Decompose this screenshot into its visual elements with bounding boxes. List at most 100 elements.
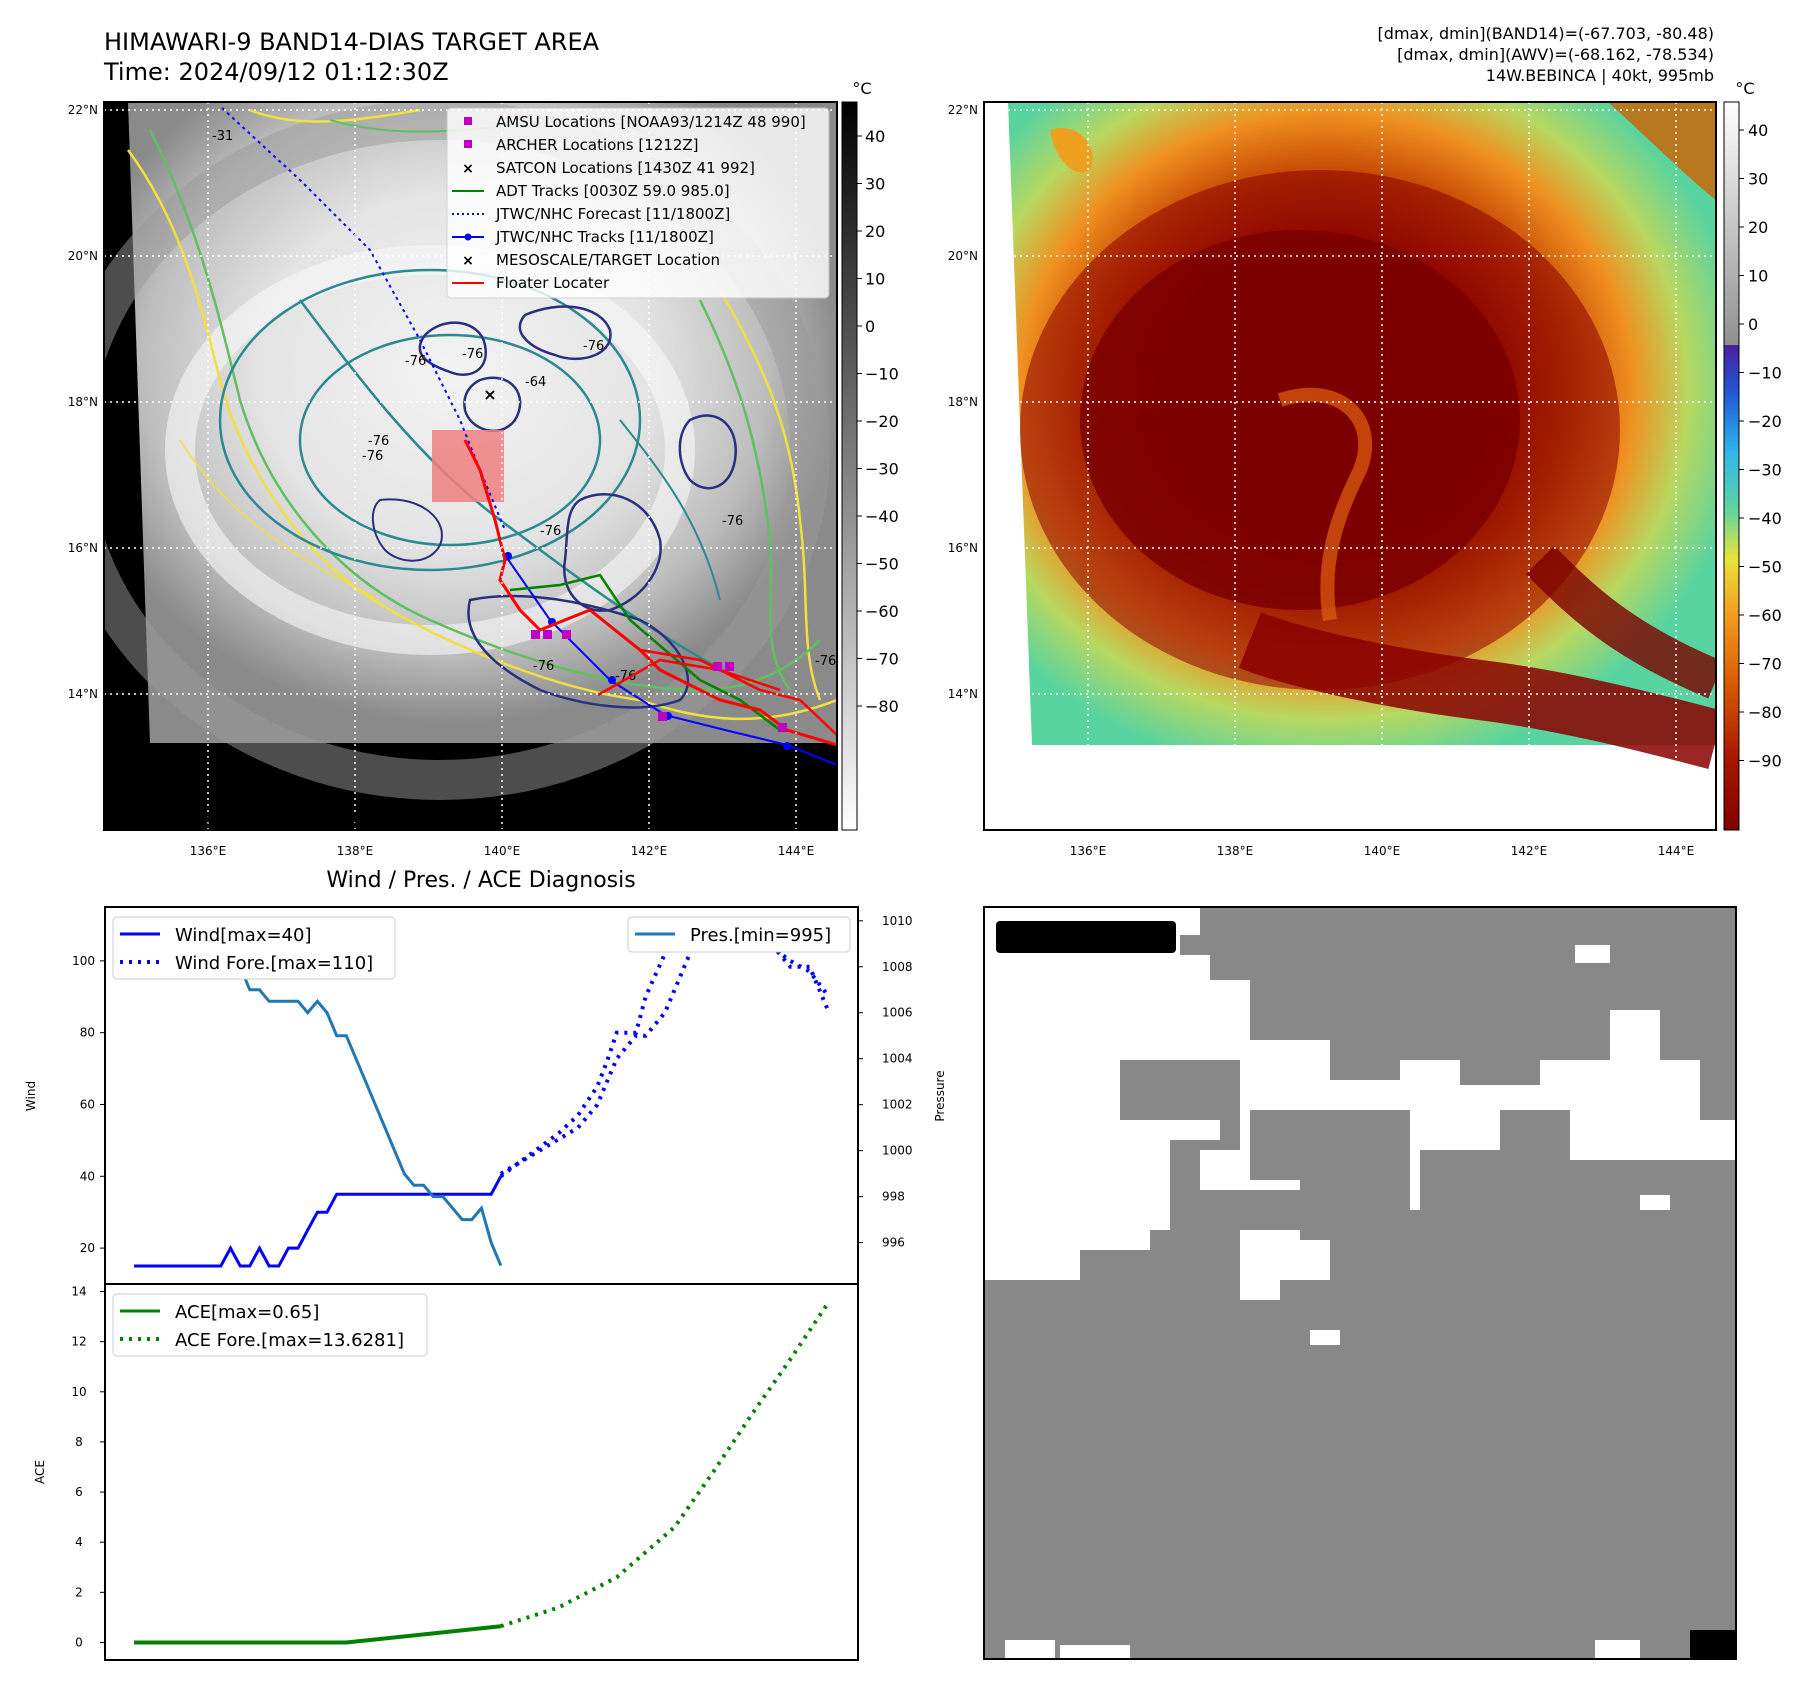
wmg-black-patch [1690,1630,1736,1660]
awv-lon-label: 136°E [1070,844,1107,858]
ace-axis-tick-label: 0 [75,1635,83,1649]
ir-colorbar-tick-label: −20 [865,412,899,431]
awv-colorbar-tick-label: 20 [1748,218,1768,237]
awv-lon-label: 140°E [1364,844,1401,858]
contour-label: -76 [405,354,426,369]
series-line-wind-fore-max- [499,922,831,1178]
legend-target: MESOSCALE/TARGET Location [496,251,720,269]
awv-colorbar-tick-label: −90 [1748,752,1782,771]
ir-colorbar-tick-label: −30 [865,460,899,479]
ace-axis-tick-label: 12 [71,1335,86,1349]
figure-time: Time: 2024/09/12 01:12:30Z [103,58,449,86]
series-line-ace-max- [134,1624,502,1645]
wind-axis-tick-label: 100 [72,954,95,968]
legend-ace: ACE[max=0.65] [175,1302,319,1323]
mesoscale-target-marker: × [483,385,496,404]
wmg-cloud-region [984,1060,1736,1660]
jtwc-forecast-track [221,107,506,531]
pressure-axis-label: Pressure [933,1070,947,1121]
amsu-marker [531,630,540,639]
series-line-wind-max- [134,1175,503,1268]
jtwc-track-point [608,676,616,684]
series-line-ace-fore-max- [500,1300,831,1629]
awv-gridlines [984,102,1716,830]
awv-colorbar-tick-label: −60 [1748,606,1782,625]
wind-axis-tick-label: 20 [80,1241,95,1255]
pressure-axis-tick-label: 1000 [882,1144,913,1158]
legend-archer-icon [464,140,472,148]
ir-colorbar-tick-label: 30 [865,175,885,194]
awv-colorbar-tick-label: −20 [1748,412,1782,431]
awv-lon-label: 142°E [1511,844,1548,858]
ace-axis-tick-label: 14 [71,1285,86,1299]
awv-colorbar-tick-label: −50 [1748,558,1782,577]
awv-colorbar-tick-label: −10 [1748,364,1782,383]
ace-axis-tick-label: 8 [75,1435,83,1449]
legend-wind: Wind[max=40] [175,925,312,946]
ir-colorbar-tick-label: 20 [865,222,885,241]
legend-adt: ADT Tracks [0030Z 59.0 985.0] [496,182,730,200]
ace-legend: ACE[max=0.65] ACE Fore.[max=13.6281] [112,1293,428,1357]
contour-label: -76 [462,347,483,362]
awv-lon-label: 144°E [1658,844,1695,858]
awv-colorbar-tick-label: 10 [1748,267,1768,286]
awv-colorbar-tick-label: −30 [1748,461,1782,480]
awv-lat-label: 16°N [948,541,978,555]
ir-colorbar-tick-label: 10 [865,270,885,289]
ace-axis-tick-label: 4 [75,1535,83,1549]
ir-colorbar-tick-label: −40 [865,507,899,526]
ir-colorbar-tick-label: 40 [865,127,885,146]
awv-lat-label: 14°N [948,687,978,701]
legend-floater: Floater Locater [496,274,610,292]
legend-amsu-icon [464,117,472,125]
ir-lon-label: 144°E [778,844,815,858]
contour-label: -76 [583,339,604,354]
ir-colorbar-tick-label: −60 [865,602,899,621]
contour-label: -76 [540,524,561,539]
ir-colorbar-tick-label: −10 [865,365,899,384]
contour-label: -76 [362,449,383,464]
legend-archer: ARCHER Locations [1212Z] [496,136,699,154]
ace-axis-tick-label: 6 [75,1485,83,1499]
wind-axis-label: Wind [24,1081,38,1111]
wmg-count-badge [996,921,1176,953]
archer-marker [778,723,787,732]
awv-colorbar-unit: °C [1735,79,1754,98]
ir-lon-label: 136°E [190,844,227,858]
awv-colorbar-ticks: 40 30 20 10 0 −10 −20 −30 −40 −50 −60 −70 −80 −90 [1739,121,1782,771]
pressure-axis-tick-label: 1002 [882,1098,913,1112]
pressure-axis-tick-label: 1004 [882,1052,913,1066]
contour-label: -76 [722,514,743,529]
contour-label: -76 [615,669,636,684]
ir-colorbar-tick-label: 0 [865,317,875,336]
ir-colorbar [841,101,858,831]
ace-axis-tick-label: 10 [71,1385,86,1399]
awv-colorbar-tick-label: −80 [1748,703,1782,722]
amsu-marker [562,630,571,639]
ir-colorbar-ticks: 40 30 20 10 0 −10 −20 −30 −40 −50 −60 −70 −80 [857,127,899,716]
legend-ace-forecast: ACE Fore.[max=13.6281] [175,1330,404,1351]
ir-lon-label: 140°E [484,844,521,858]
jtwc-track-point [783,742,791,750]
pressure-axis-tick-label: 1008 [882,960,913,974]
pressure-axis-tick-label: 1006 [882,1006,913,1020]
ir-lat-label: 22°N [68,103,98,117]
awv-map-panel: 22°N 20°N 18°N 16°N 14°N 136°E 138°E 140… [948,79,1782,858]
contour-label: -76 [815,654,836,669]
storm-info: 14W.BEBINCA | 40kt, 995mb [1486,66,1714,85]
ir-lat-label: 18°N [68,395,98,409]
ace-axis-label: ACE [33,1460,47,1484]
pressure-axis-tick-label: 1010 [882,914,913,928]
contour-label: -64 [525,375,546,390]
pressure-axis-tick-label: 996 [882,1236,905,1250]
legend-forecast: JTWC/NHC Forecast [11/1800Z] [495,205,730,223]
awv-lon-label: 138°E [1217,844,1254,858]
legend-satcon: SATCON Locations [1430Z 41 992] [496,159,755,177]
awv-colorbar-tick-label: 40 [1748,121,1768,140]
ir-colorbar-tick-label: −80 [865,697,899,716]
ace-axis-tick-label: 2 [75,1585,83,1599]
wmg-count: WMG Count: 0 [1004,927,1157,949]
awv-colorbar-tick-label: −70 [1748,655,1782,674]
wind-axis-tick-label: 60 [80,1097,95,1111]
